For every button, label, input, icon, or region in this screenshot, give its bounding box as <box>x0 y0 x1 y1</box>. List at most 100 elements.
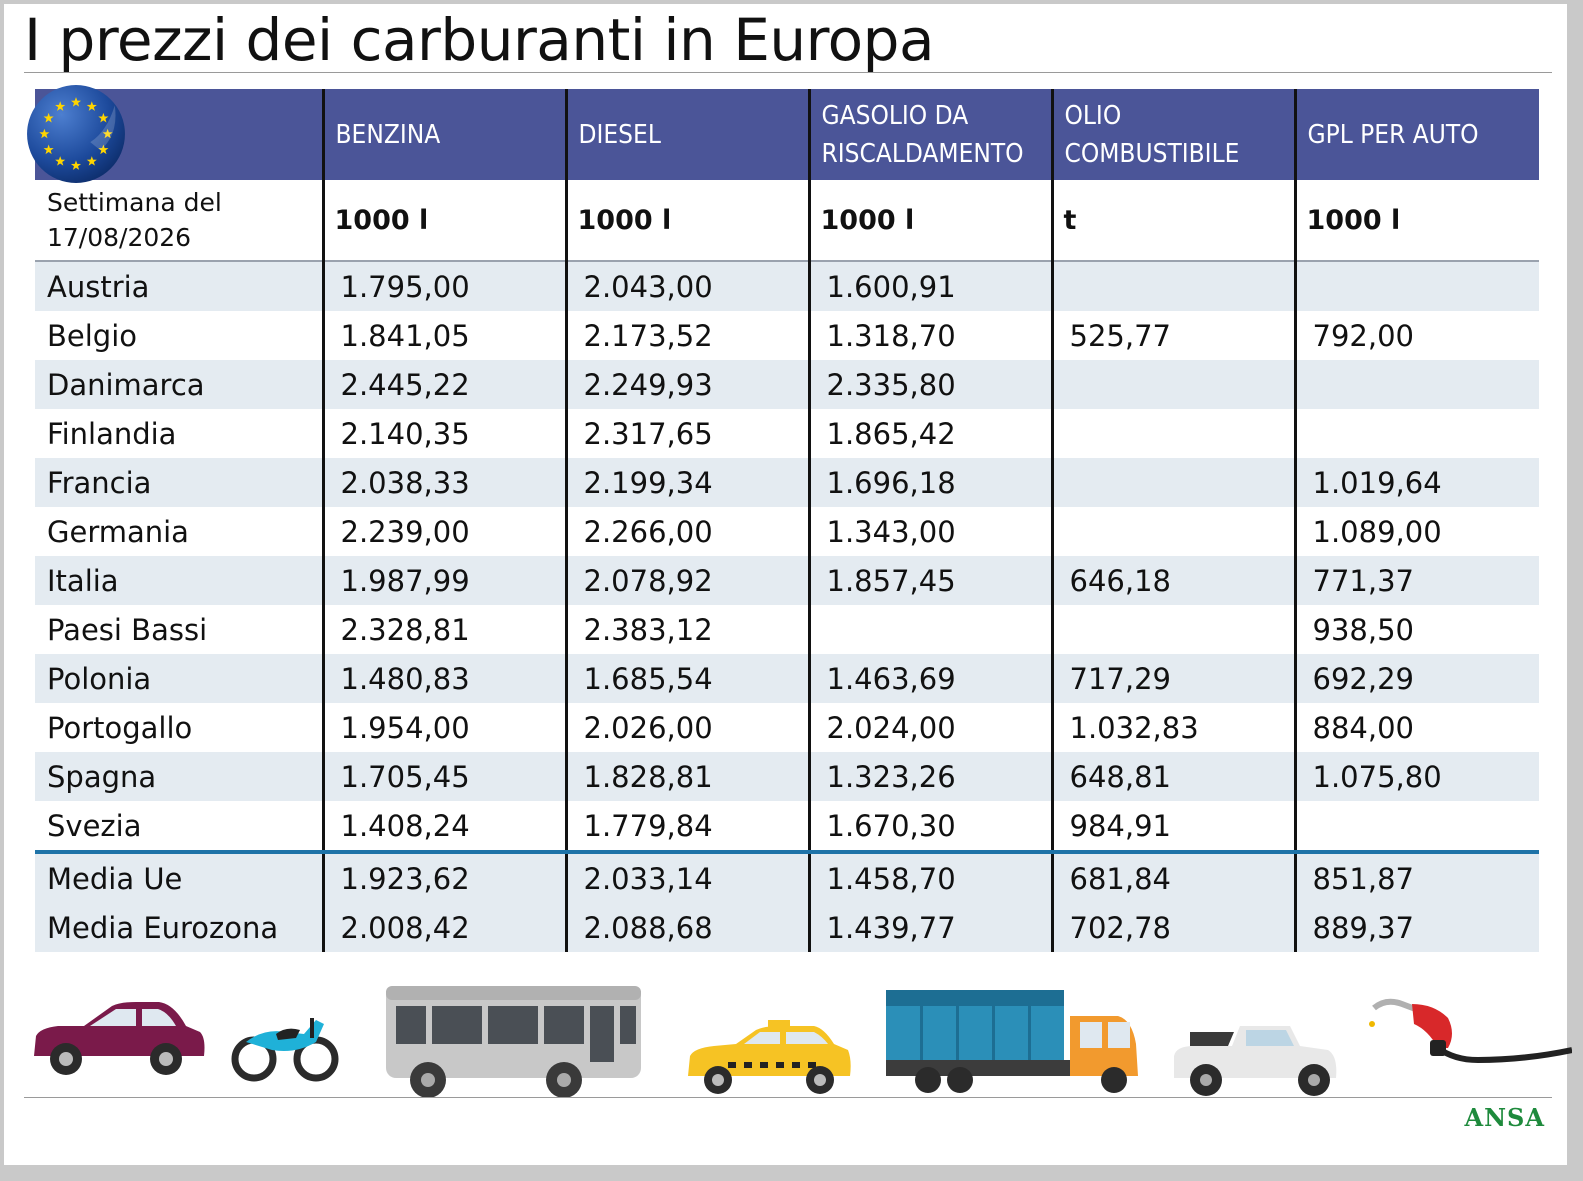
price-gpl <box>1293 261 1539 311</box>
country-name: Austria <box>35 261 323 311</box>
price-benzina: 1.987,99 <box>321 556 566 605</box>
price-diesel: 2.078,92 <box>564 556 809 605</box>
price-gasolio: 1.318,70 <box>807 311 1052 360</box>
price-diesel: 1.779,84 <box>564 801 809 852</box>
price-gpl: 1.019,64 <box>1293 458 1539 507</box>
table-row: Finlandia 2.140,35 2.317,65 1.865,42 <box>35 409 1539 458</box>
table-row: Italia 1.987,99 2.078,92 1.857,45 646,18 771,… <box>35 556 1539 605</box>
price-gasolio: 1.696,18 <box>807 458 1052 507</box>
price-olio <box>1050 409 1295 458</box>
table-row: Germania 2.239,00 2.266,00 1.343,00 1.089,00 <box>35 507 1539 556</box>
price-diesel: 2.383,12 <box>564 605 809 654</box>
price-gasolio: 2.024,00 <box>807 703 1052 752</box>
price-benzina: 2.038,33 <box>321 458 566 507</box>
price-gpl <box>1293 409 1539 458</box>
price-benzina: 1.408,24 <box>321 801 566 852</box>
price-olio <box>1050 507 1295 556</box>
price-diesel: 2.173,52 <box>564 311 809 360</box>
price-olio <box>1050 261 1295 311</box>
jeep-icon <box>1174 1026 1337 1096</box>
motorcycle-icon <box>231 1018 339 1082</box>
price-gasolio: 1.463,69 <box>807 654 1052 703</box>
bus-icon <box>386 986 641 1098</box>
fuel-nozzle-icon <box>1369 998 1572 1064</box>
country-name: Danimarca <box>35 360 323 409</box>
price-gpl <box>1293 801 1539 852</box>
price-gasolio: 1.343,00 <box>807 507 1052 556</box>
price-diesel: 2.033,14 <box>564 850 809 903</box>
fuel-price-table: BENZINA DIESEL GASOLIO DA RISCALDAMENTO O… <box>27 85 1539 952</box>
price-benzina: 2.239,00 <box>321 507 566 556</box>
country-name: Spagna <box>35 752 323 801</box>
table-row: Danimarca 2.445,22 2.249,93 2.335,80 <box>35 360 1539 409</box>
table-row: Austria 1.795,00 2.043,00 1.600,91 <box>35 261 1539 311</box>
price-gasolio: 2.335,80 <box>807 360 1052 409</box>
price-diesel: 2.043,00 <box>564 261 809 311</box>
col-header-line: BENZINA <box>335 119 441 150</box>
eu-star-icon <box>70 97 82 107</box>
eu-flag-icon <box>27 85 125 183</box>
eu-star-icon <box>98 144 109 155</box>
ansa-logo: ANSA <box>1464 1103 1545 1132</box>
price-diesel: 1.685,54 <box>564 654 809 703</box>
unit-olio: t <box>1050 180 1295 262</box>
title-divider <box>24 72 1552 73</box>
eu-star-icon <box>43 144 54 155</box>
country-name: Polonia <box>35 654 323 703</box>
unit-benzina: 1000 l <box>321 180 566 262</box>
unit-gpl: 1000 l <box>1293 180 1539 262</box>
page-title: I prezzi dei carburanti in Europa <box>24 6 935 74</box>
col-header-diesel: DIESEL <box>564 89 809 180</box>
table-row: Portogallo 1.954,00 2.026,00 2.024,00 1.032,… <box>35 703 1539 752</box>
price-gasolio <box>807 605 1052 654</box>
col-header-olio: OLIO COMBUSTIBILE <box>1050 89 1295 180</box>
eu-star-icon <box>86 101 97 111</box>
col-header-gpl: GPL PER AUTO <box>1293 89 1539 180</box>
table-row: Media Ue 1.923,62 2.033,14 1.458,70 681,84 85… <box>35 850 1539 903</box>
unit-diesel: 1000 l <box>564 180 809 262</box>
col-header-benzina: BENZINA <box>321 89 566 180</box>
price-gasolio: 1.458,70 <box>807 850 1052 903</box>
price-benzina: 1.923,62 <box>321 850 566 903</box>
price-benzina: 2.008,42 <box>321 903 566 952</box>
table-body: Austria 1.795,00 2.043,00 1.600,91 Belgio 1.8… <box>35 261 1539 952</box>
country-name: Belgio <box>35 311 323 360</box>
price-olio <box>1050 605 1295 654</box>
table-row: Spagna 1.705,45 1.828,81 1.323,26 648,81 1.07… <box>35 752 1539 801</box>
price-gpl <box>1293 360 1539 409</box>
infographic: I prezzi dei carburanti in Europa <box>4 4 1572 1165</box>
price-gasolio: 1.323,26 <box>807 752 1052 801</box>
price-benzina: 1.705,45 <box>321 752 566 801</box>
price-diesel: 2.199,34 <box>564 458 809 507</box>
country-name: Francia <box>35 458 323 507</box>
price-diesel: 2.317,65 <box>564 409 809 458</box>
truck-icon <box>886 990 1138 1093</box>
table-row: Francia 2.038,33 2.199,34 1.696,18 1.019,64 <box>35 458 1539 507</box>
table-row: Belgio 1.841,05 2.173,52 1.318,70 525,77 792,… <box>35 311 1539 360</box>
week-label: Settimana del <box>47 188 222 217</box>
units-row: Settimana del 17/08/2026 1000 l 1000 l 1… <box>35 180 1539 262</box>
price-benzina: 2.328,81 <box>321 605 566 654</box>
price-olio: 646,18 <box>1050 556 1295 605</box>
country-name: Italia <box>35 556 323 605</box>
country-name: Media Eurozona <box>35 903 323 952</box>
col-header-line: OLIO <box>1064 100 1122 131</box>
price-olio: 681,84 <box>1050 850 1295 903</box>
price-gpl: 792,00 <box>1293 311 1539 360</box>
taxi-icon <box>688 1020 851 1094</box>
price-diesel: 2.026,00 <box>564 703 809 752</box>
table-row: Svezia 1.408,24 1.779,84 1.670,30 984,91 <box>35 801 1539 852</box>
price-gasolio: 1.865,42 <box>807 409 1052 458</box>
price-gpl: 1.075,80 <box>1293 752 1539 801</box>
col-header-gasolio: GASOLIO DA RISCALDAMENTO <box>807 89 1052 180</box>
price-gasolio: 1.439,77 <box>807 903 1052 952</box>
country-name: Paesi Bassi <box>35 605 323 654</box>
price-diesel: 1.828,81 <box>564 752 809 801</box>
car-icon <box>34 1002 205 1075</box>
footer-divider <box>24 1097 1552 1098</box>
country-name: Svezia <box>35 801 323 852</box>
unit-gasolio: 1000 l <box>807 180 1052 262</box>
price-benzina: 1.841,05 <box>321 311 566 360</box>
country-name: Finlandia <box>35 409 323 458</box>
country-name: Media Ue <box>35 850 323 903</box>
